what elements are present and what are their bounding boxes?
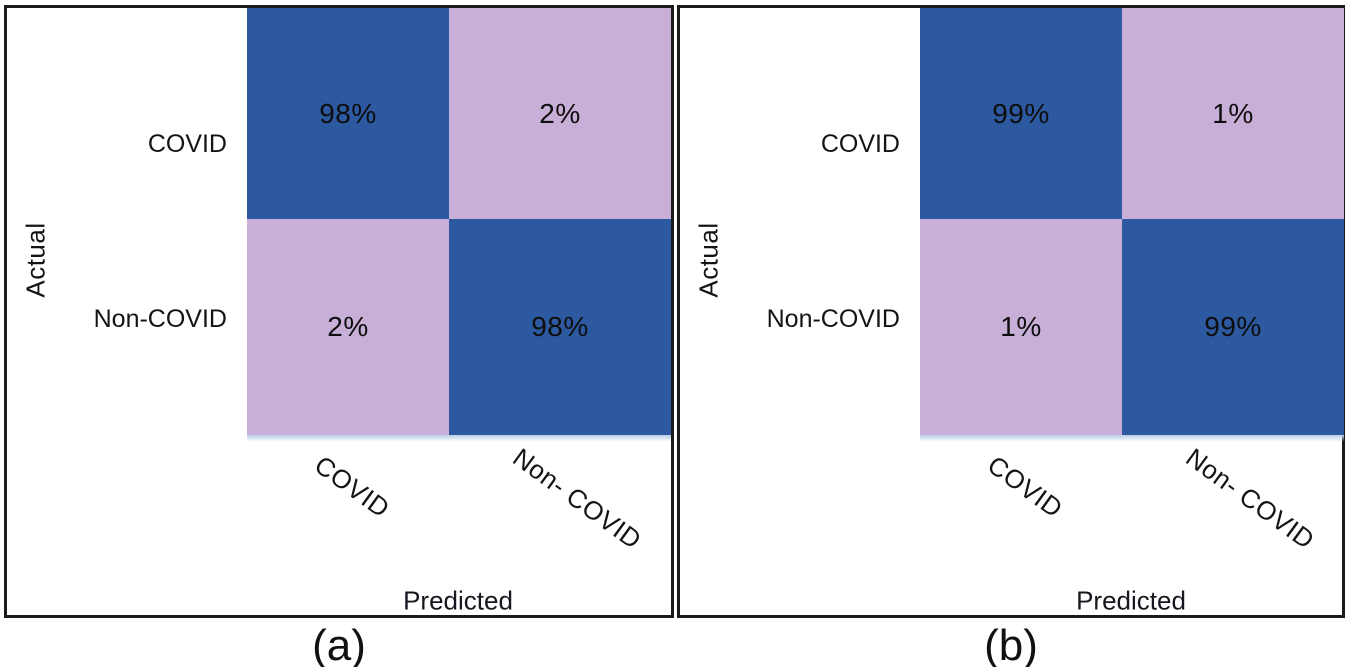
- x-axis-title-a: Predicted: [403, 585, 513, 616]
- cell-a-actual-non-covid-pred-non-covid: 98%: [449, 219, 671, 435]
- matrix-bottom-fade-b: [920, 435, 1344, 442]
- caption-b: (b): [984, 621, 1038, 667]
- row-label-non-covid-b: Non-COVID: [766, 305, 900, 333]
- row-label-covid-b: COVID: [820, 130, 900, 158]
- row-label-covid-a: COVID: [147, 130, 227, 158]
- cell-a-actual-covid-pred-non-covid: 2%: [449, 8, 671, 219]
- row-label-non-covid-a: Non-COVID: [93, 305, 227, 333]
- y-axis-title-a: Actual: [20, 222, 51, 298]
- panel-a: Actual COVID Non-COVID 98% 2% 2% 98% COV…: [4, 5, 674, 618]
- col-label-non-covid-b: Non- COVID: [1180, 442, 1321, 556]
- panel-b: Actual COVID Non-COVID 99% 1% 1% 99% COV…: [677, 5, 1345, 618]
- col-label-covid-a: COVID: [309, 449, 396, 524]
- confusion-matrix-a: 98% 2% 2% 98%: [247, 8, 671, 435]
- cell-b-actual-non-covid-pred-non-covid: 99%: [1122, 219, 1344, 435]
- y-axis-title-b: Actual: [693, 222, 724, 298]
- confusion-matrix-b: 99% 1% 1% 99%: [920, 8, 1344, 435]
- matrix-bottom-fade-a: [247, 435, 671, 442]
- col-label-covid-b: COVID: [982, 449, 1069, 524]
- x-axis-title-b: Predicted: [1076, 585, 1186, 616]
- caption-a: (a): [312, 621, 366, 667]
- col-label-non-covid-a: Non- COVID: [507, 442, 648, 556]
- cell-a-actual-non-covid-pred-covid: 2%: [247, 219, 449, 435]
- cell-b-actual-covid-pred-non-covid: 1%: [1122, 8, 1344, 219]
- cell-b-actual-covid-pred-covid: 99%: [920, 8, 1122, 219]
- cell-a-actual-covid-pred-covid: 98%: [247, 8, 449, 219]
- cell-b-actual-non-covid-pred-covid: 1%: [920, 219, 1122, 435]
